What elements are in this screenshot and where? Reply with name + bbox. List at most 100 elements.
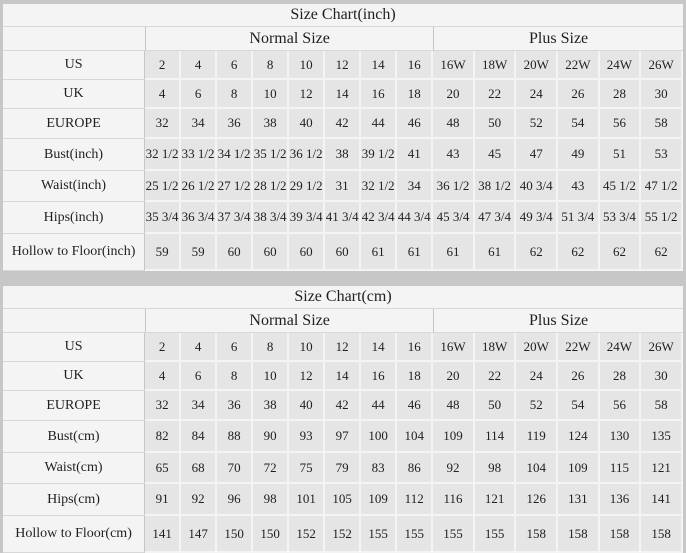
size-value-cell: 10 [253, 80, 290, 109]
size-value-cell: 41 [397, 139, 434, 171]
size-value-cell: 104 [397, 421, 434, 453]
size-value-cell: 86 [397, 453, 434, 484]
size-value-cell: 38 3/4 [253, 202, 290, 234]
size-value-cell: 54 [558, 109, 600, 139]
size-value-cell: 8 [253, 51, 290, 80]
row-label-waist-inch: Waist(inch) [3, 171, 146, 202]
size-value-cell: 97 [325, 421, 362, 453]
size-value-cell: 8 [217, 362, 254, 391]
size-value-cell: 62 [599, 234, 642, 271]
size-value-cell: 16W [433, 333, 475, 362]
size-value-cell: 115 [599, 453, 642, 484]
size-value-cell: 14 [361, 51, 398, 80]
size-value-cell: 126 [516, 484, 559, 516]
size-value-cell: 39 1/2 [361, 139, 398, 171]
size-value-cell: 32 [145, 109, 182, 139]
size-value-cell: 61 [397, 234, 434, 271]
row-label-hollow-to-floor-inch: Hollow to Floor(inch) [3, 234, 146, 271]
size-value-cell: 51 3/4 [558, 202, 600, 234]
size-value-cell: 62 [641, 234, 683, 271]
size-value-cell: 16 [397, 333, 434, 362]
table-row-hips-cm: Hips(cm) 91 92 96 98 101 105 109 112 116 121 126 131… [3, 484, 683, 516]
size-value-cell: 98 [474, 453, 517, 484]
size-value-cell: 38 [325, 139, 362, 171]
size-value-cell: 34 [181, 391, 218, 421]
table-row-us: US 2 4 6 8 10 12 14 16 16W 18W 20W 22W 24W 26W [3, 51, 683, 80]
size-value-cell: 16 [397, 51, 434, 80]
size-value-cell: 43 [558, 171, 600, 202]
size-value-cell: 135 [641, 421, 683, 453]
size-value-cell: 41 3/4 [325, 202, 362, 234]
size-value-cell: 155 [361, 516, 398, 553]
row-label-us: US [3, 51, 146, 80]
size-value-cell: 6 [181, 80, 218, 109]
size-value-cell: 22 [474, 362, 517, 391]
size-value-cell: 109 [433, 421, 475, 453]
size-value-cell: 43 [433, 139, 475, 171]
size-value-cell: 2 [145, 51, 182, 80]
size-value-cell: 155 [397, 516, 434, 553]
size-value-cell: 60 [325, 234, 362, 271]
size-value-cell: 22W [558, 333, 600, 362]
size-value-cell: 155 [474, 516, 517, 553]
table-row-hollow-to-floor-cm: Hollow to Floor(cm) 141 147 150 150 152 152 155… [3, 516, 683, 553]
size-value-cell: 45 1/2 [599, 171, 642, 202]
size-value-cell: 10 [289, 333, 326, 362]
table-row-uk: UK 4 6 8 10 12 14 16 18 20 22 24 26 28 30 [3, 362, 683, 391]
row-label-hips-cm: Hips(cm) [3, 484, 146, 516]
size-value-cell: 50 [474, 391, 517, 421]
size-value-cell: 20 [433, 362, 475, 391]
size-value-cell: 26 [558, 362, 600, 391]
size-value-cell: 10 [289, 51, 326, 80]
size-value-cell: 121 [641, 453, 683, 484]
size-value-cell: 62 [516, 234, 559, 271]
size-value-cell: 38 1/2 [474, 171, 517, 202]
size-value-cell: 105 [325, 484, 362, 516]
size-value-cell: 136 [599, 484, 642, 516]
size-value-cell: 2 [145, 333, 182, 362]
size-value-cell: 70 [217, 453, 254, 484]
size-value-cell: 26 [558, 80, 600, 109]
size-value-cell: 61 [433, 234, 475, 271]
size-value-cell: 53 3/4 [599, 202, 642, 234]
size-value-cell: 114 [474, 421, 517, 453]
size-value-cell: 75 [289, 453, 326, 484]
size-value-cell: 49 3/4 [516, 202, 559, 234]
size-value-cell: 40 3/4 [516, 171, 559, 202]
size-value-cell: 6 [217, 333, 254, 362]
size-value-cell: 8 [217, 80, 254, 109]
size-value-cell: 82 [145, 421, 182, 453]
size-value-cell: 12 [325, 51, 362, 80]
table-row-europe: EUROPE 32 34 36 38 40 42 44 46 48 50 52 54 56 58 [3, 109, 683, 139]
row-label-bust-cm: Bust(cm) [3, 421, 146, 453]
size-value-cell: 36 [217, 109, 254, 139]
table-row-europe: EUROPE 32 34 36 38 40 42 44 46 48 50 52 54 56 58 [3, 391, 683, 421]
size-value-cell: 12 [289, 362, 326, 391]
size-value-cell: 88 [217, 421, 254, 453]
size-value-cell: 96 [217, 484, 254, 516]
size-value-cell: 45 3/4 [433, 202, 475, 234]
size-value-cell: 26W [641, 333, 683, 362]
size-value-cell: 32 1/2 [361, 171, 398, 202]
size-value-cell: 47 [516, 139, 559, 171]
size-value-cell: 54 [558, 391, 600, 421]
row-label-bust-inch: Bust(inch) [3, 139, 146, 171]
size-value-cell: 119 [516, 421, 559, 453]
size-value-cell: 72 [253, 453, 290, 484]
size-value-cell: 124 [558, 421, 600, 453]
size-value-cell: 6 [181, 362, 218, 391]
size-value-cell: 34 [397, 171, 434, 202]
size-chart-cm-title: Size Chart(cm) [3, 286, 683, 309]
size-value-cell: 58 [641, 391, 683, 421]
size-value-cell: 6 [217, 51, 254, 80]
size-value-cell: 24W [599, 333, 642, 362]
table-row-hips-inch: Hips(inch) 35 3/4 36 3/4 37 3/4 38 3/4 39 3/4… [3, 202, 683, 234]
size-value-cell: 40 [289, 109, 326, 139]
size-value-cell: 79 [325, 453, 362, 484]
table-row-us: US 2 4 6 8 10 12 14 16 16W 18W 20W 22W 24W 26W [3, 333, 683, 362]
size-value-cell: 59 [145, 234, 182, 271]
size-value-cell: 30 [641, 80, 683, 109]
table-row-bust-inch: Bust(inch) 32 1/2 33 1/2 34 1/2 35 1/2 36 1/2… [3, 139, 683, 171]
size-value-cell: 14 [325, 80, 362, 109]
